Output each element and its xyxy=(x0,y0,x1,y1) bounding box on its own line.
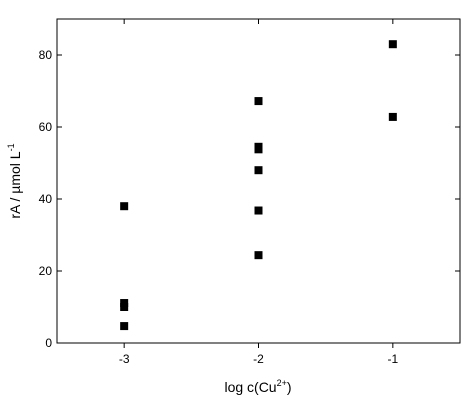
point xyxy=(254,166,263,175)
x-axis-label: log c(Cu2+) xyxy=(224,378,291,395)
point xyxy=(120,202,129,211)
y-axis-label: rA / µmol L-1 xyxy=(6,143,23,218)
y-tick-label: 80 xyxy=(39,48,53,62)
plot-frame xyxy=(56,18,461,344)
point xyxy=(388,112,397,121)
x-tick-label: -3 xyxy=(119,352,130,366)
x-tick-label: -1 xyxy=(387,352,398,366)
y-tick-label: 20 xyxy=(39,264,53,278)
y-tick-label: 60 xyxy=(39,120,53,134)
point xyxy=(254,251,263,260)
point xyxy=(388,40,397,49)
point xyxy=(254,206,263,215)
point xyxy=(120,303,129,311)
point xyxy=(254,145,263,154)
x-tick-label: -2 xyxy=(253,352,264,366)
point xyxy=(254,97,263,106)
y-tick-label: 40 xyxy=(39,192,53,206)
point xyxy=(120,322,129,331)
y-tick-label: 0 xyxy=(45,336,52,350)
